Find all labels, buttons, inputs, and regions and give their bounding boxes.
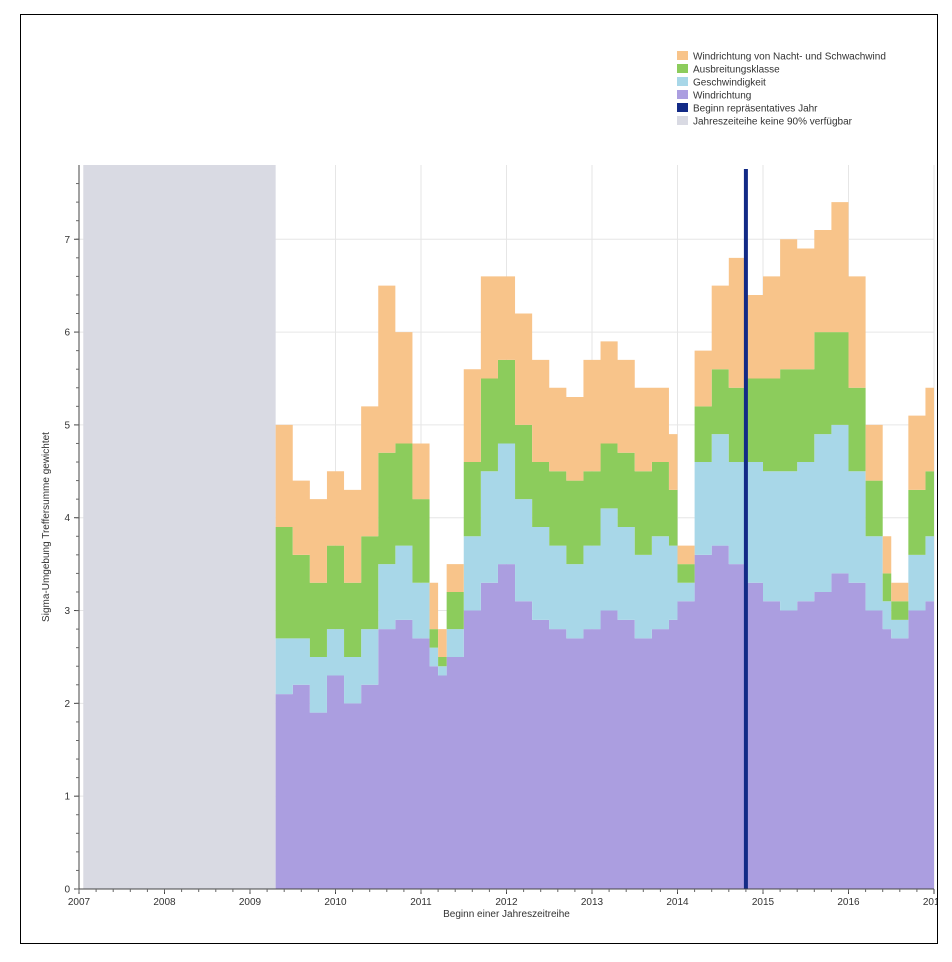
x-tick-label: 2012 [495,897,518,908]
legend-entry: Ausbreitungsklasse [693,65,780,76]
legend-swatch [677,51,688,60]
x-tick-label: 2014 [666,897,689,908]
y-tick-label: 5 [64,420,70,431]
series-area-3 [275,202,934,657]
legend-entry: Windrichtung von Nacht- und Schwachwind [693,52,886,63]
legend-entry: Beginn repräsentatives Jahr [693,104,818,115]
y-tick-label: 4 [64,513,70,524]
x-tick-label: 2015 [752,897,775,908]
representative-year [743,169,748,889]
legend-entry: Geschwindigkeit [693,78,766,89]
legend: Windrichtung von Nacht- und Schwachwind A… [677,51,886,128]
legend-swatch [677,77,688,86]
chart: 2007 2008 2009 2010 2011 2012 2013 2014 2015 2016… [41,51,937,920]
legend-entry: Jahreszeiteihe keine 90% verfügbar [693,117,853,128]
stacked-areas [275,202,934,889]
y-tick-label: 6 [64,328,70,339]
y-tick-label: 1 [64,792,70,803]
series-area-0 [275,545,934,889]
y-tick-label: 0 [64,885,70,896]
x-tick-label: 2010 [324,897,347,908]
x-tick-label: 2016 [837,897,860,908]
x-tick-label: 2013 [581,897,604,908]
x-tick-label: 2017 [923,897,937,908]
x-tick-label: 2007 [68,897,91,908]
x-tick-label: 2009 [239,897,262,908]
legend-swatch [677,103,688,112]
y-tick-label: 7 [64,235,70,246]
legend-swatch [677,90,688,99]
series-area-2 [275,332,934,667]
x-axis-title: Beginn einer Jahreszeitreihe [443,909,570,920]
unavailable-range-band [83,165,276,889]
representative-year-line [743,169,748,889]
y-tick-label: 3 [64,606,70,617]
chart-frame: 2007 2008 2009 2010 2011 2012 2013 2014 2015 2016… [20,14,938,944]
y-tick-label: 2 [64,699,70,710]
unavailable-range [83,165,276,889]
axes: 2007 2008 2009 2010 2011 2012 2013 2014 2015 2016… [64,165,937,908]
legend-swatch [677,116,688,125]
x-tick-label: 2008 [153,897,176,908]
x-tick-label: 2011 [410,897,432,908]
y-axis-title: Sigma-Umgebung Treffersumme gewichtet [41,432,52,622]
legend-swatch [677,64,688,73]
legend-entry: Windrichtung [693,91,751,102]
series-area-1 [275,424,934,713]
